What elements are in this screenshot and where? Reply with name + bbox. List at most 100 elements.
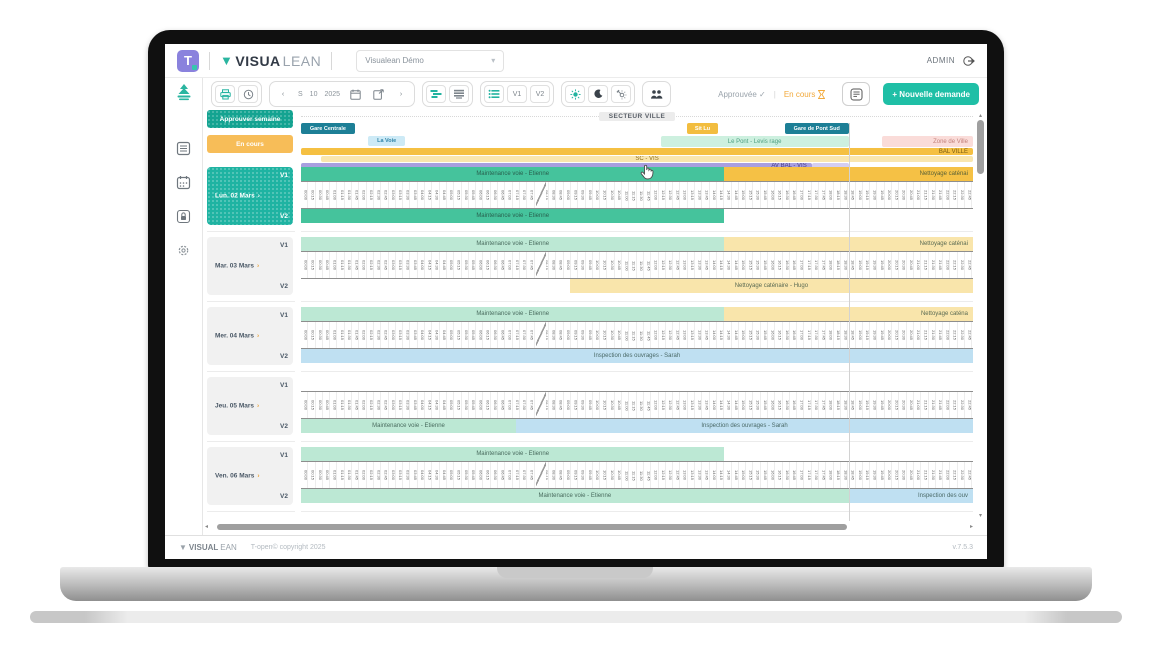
schedule-bar[interactable]: Inspection des ouvrages - Sarah bbox=[301, 349, 973, 363]
time-tick: 00:00 bbox=[301, 252, 309, 278]
time-tick: 20:45 bbox=[907, 182, 914, 208]
filter-v2-button[interactable]: V2 bbox=[530, 85, 551, 103]
day-card[interactable]: V1 Mer. 04 Mars › V2 bbox=[207, 307, 293, 365]
time-tick: 21:45 bbox=[936, 182, 944, 208]
new-request-button[interactable]: + Nouvelle demande bbox=[883, 83, 979, 105]
time-tick: 18:45 bbox=[848, 252, 856, 278]
time-tick: 09:00 bbox=[564, 322, 571, 348]
time-tick: 05:45 bbox=[469, 252, 477, 278]
gear-icon[interactable] bbox=[174, 240, 194, 260]
gantt-view-icon[interactable] bbox=[426, 85, 447, 103]
horizontal-scrollbar[interactable]: ◂ ▸ bbox=[205, 522, 973, 532]
schedule-bar[interactable]: Nettoyage caténaire - Hugo bbox=[569, 279, 973, 293]
planning-tree-icon[interactable] bbox=[174, 82, 194, 102]
app-footer: ▼ VISUAL EAN T-open© copyright 2025 v.7.5.… bbox=[165, 535, 987, 559]
scroll-up-icon[interactable]: ▴ bbox=[978, 113, 982, 119]
history-clock-icon[interactable] bbox=[238, 85, 258, 103]
schedule-bar[interactable]: Inspection des ouv bbox=[848, 489, 973, 503]
time-tick: 03:45 bbox=[410, 182, 418, 208]
time-tick: 06:00 bbox=[476, 252, 484, 278]
calendar-icon[interactable] bbox=[174, 172, 194, 192]
schedule-bar[interactable]: Maintenance voie - Etienne bbox=[301, 307, 725, 321]
time-tick: 06:00 bbox=[476, 392, 484, 418]
sector-badge[interactable]: Gare de Pont Sud bbox=[784, 123, 849, 134]
time-tick: 10:00 bbox=[593, 462, 601, 488]
sector-badge[interactable]: Gare Centrale bbox=[301, 123, 355, 134]
time-tick: 06:30 bbox=[491, 322, 499, 348]
time-tick: 04:30 bbox=[432, 462, 440, 488]
schedule-bar[interactable]: Maintenance voie - Etienne bbox=[301, 489, 849, 503]
time-tick: 21:45 bbox=[936, 392, 944, 418]
schedule-bar[interactable]: Maintenance voie - Etienne bbox=[301, 419, 517, 433]
time-tick: 10:00 bbox=[593, 252, 601, 278]
schedule-bar[interactable]: Maintenance voie - Etienne bbox=[301, 237, 725, 251]
status-inprogress-label: En cours bbox=[784, 90, 826, 99]
time-tick: 06:30 bbox=[491, 462, 499, 488]
schedule-bar[interactable]: Nettoyage caténai bbox=[724, 237, 973, 251]
document-list-icon[interactable] bbox=[174, 138, 194, 158]
users-icon[interactable] bbox=[646, 85, 667, 103]
day-card[interactable]: V1 Ven. 06 Mars › V2 bbox=[207, 447, 293, 505]
schedule-bar[interactable]: Inspection des ouvrages - Sarah bbox=[516, 419, 973, 433]
calendar-export-icon[interactable] bbox=[368, 85, 388, 103]
next-week-button[interactable]: › bbox=[399, 90, 403, 98]
time-tick: 12:45 bbox=[673, 462, 681, 488]
logout-icon[interactable] bbox=[963, 55, 975, 67]
vertical-scroll-thumb[interactable] bbox=[977, 120, 984, 174]
schedule-bar[interactable]: Nettoyage caténa bbox=[724, 307, 973, 321]
day-card[interactable]: V1 Jeu. 05 Mars › V2 bbox=[207, 377, 293, 435]
time-tick: 19:30 bbox=[870, 392, 878, 418]
sector-badge[interactable]: Sit Lu bbox=[687, 123, 718, 134]
time-tick: 01:30 bbox=[345, 392, 353, 418]
time-tick: 12:15 bbox=[659, 392, 666, 418]
time-tick: 21:45 bbox=[936, 252, 944, 278]
sector-badge[interactable]: La Voie bbox=[368, 136, 406, 146]
time-tick: 07:00 bbox=[505, 252, 513, 278]
time-tick: 02:30 bbox=[374, 182, 382, 208]
app-logo-icon[interactable]: T bbox=[177, 49, 199, 72]
time-tick: 08:30 bbox=[549, 322, 557, 348]
time-tick: 19:30 bbox=[870, 252, 878, 278]
time-tick: 18:45 bbox=[848, 322, 856, 348]
schedule-bar[interactable]: Maintenance voie - Etienne bbox=[301, 209, 725, 223]
stacked-view-icon[interactable] bbox=[449, 85, 470, 103]
day-v1-label: V1 bbox=[280, 382, 288, 389]
lock-icon[interactable] bbox=[174, 206, 194, 226]
workspace-select[interactable]: Visualean Démo ▾ bbox=[356, 49, 505, 72]
horizontal-scroll-thumb[interactable] bbox=[217, 524, 847, 530]
time-tick: 01:45 bbox=[352, 392, 360, 418]
report-icon-button[interactable] bbox=[842, 82, 871, 106]
lamp-evening-icon[interactable] bbox=[611, 85, 632, 103]
day-v1-label: V1 bbox=[280, 242, 288, 249]
scroll-left-icon[interactable]: ◂ bbox=[205, 524, 209, 530]
calendar-picker-icon[interactable] bbox=[345, 85, 365, 103]
time-tick: 14:15 bbox=[717, 182, 725, 208]
scroll-right-icon[interactable]: ▸ bbox=[969, 524, 973, 530]
approve-week-button[interactable]: Approuver semaine bbox=[207, 110, 293, 128]
schedule-bar[interactable]: Nettoyage caténai bbox=[724, 167, 973, 181]
sun-day-icon[interactable] bbox=[565, 85, 586, 103]
time-tick: 20:15 bbox=[892, 182, 900, 208]
time-tick: 03:30 bbox=[403, 462, 411, 488]
printer-icon[interactable] bbox=[215, 85, 235, 103]
time-tick: 07:30 bbox=[520, 462, 528, 488]
vertical-scrollbar[interactable]: ▴ ▾ bbox=[976, 112, 985, 519]
toolbar: ‹ S 10 2025 › bbox=[203, 78, 987, 110]
scroll-down-icon[interactable]: ▾ bbox=[978, 513, 982, 519]
time-tick: 18:15 bbox=[834, 182, 841, 208]
week-number: 10 bbox=[309, 90, 318, 98]
hourglass-icon bbox=[818, 89, 826, 99]
prev-week-button[interactable]: ‹ bbox=[281, 90, 285, 98]
schedule-bar[interactable]: Maintenance voie - Etienne bbox=[301, 167, 725, 181]
day-card[interactable]: V1 Lun. 02 Mars › V2 bbox=[207, 167, 293, 225]
filter-v1-button[interactable]: V1 bbox=[507, 85, 528, 103]
schedule-bar[interactable]: Maintenance voie - Etienne bbox=[301, 447, 725, 461]
day-card[interactable]: V1 Mar. 03 Mars › V2 bbox=[207, 237, 293, 295]
time-tick: 18:15 bbox=[834, 462, 841, 488]
moon-night-icon[interactable] bbox=[588, 85, 609, 103]
list-filter-icon[interactable] bbox=[484, 85, 505, 103]
in-progress-button[interactable]: En cours bbox=[207, 135, 293, 153]
time-tick: 10:30 bbox=[607, 252, 615, 278]
app-header: T ▼ VISUA LEAN Visualean Démo ▾ ADMIN bbox=[165, 44, 987, 78]
time-tick: 13:45 bbox=[702, 462, 710, 488]
